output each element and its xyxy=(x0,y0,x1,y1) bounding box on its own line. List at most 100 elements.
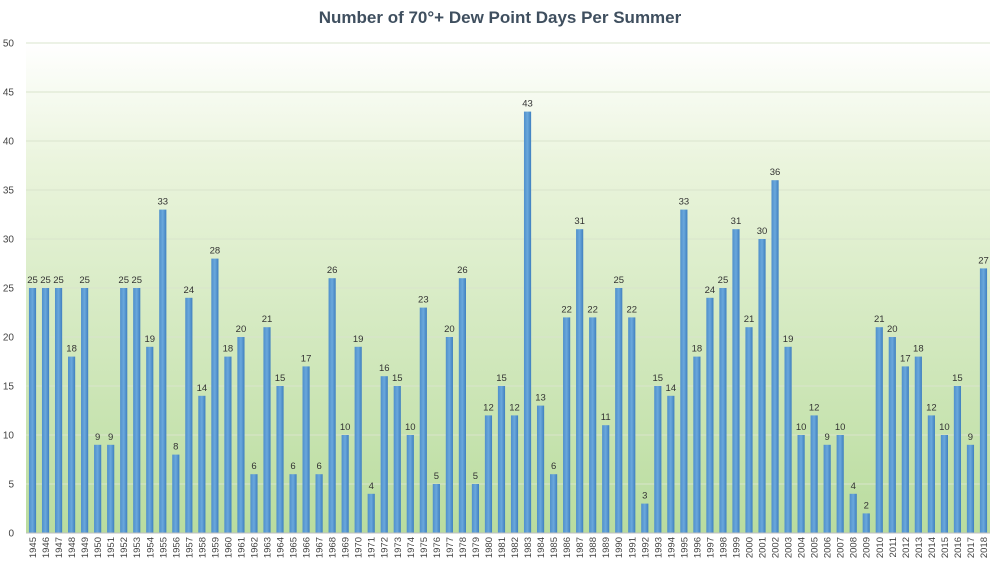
bar xyxy=(693,356,701,533)
data-label: 9 xyxy=(108,432,113,443)
x-tick-label: 1945 xyxy=(28,537,39,558)
data-label: 9 xyxy=(825,432,830,443)
bar xyxy=(484,415,493,533)
bar xyxy=(523,111,532,533)
bar xyxy=(940,435,948,533)
x-tick-label: 2005 xyxy=(810,537,821,558)
bar xyxy=(302,366,310,533)
y-tick-label: 0 xyxy=(8,529,14,540)
x-tick-label: 1946 xyxy=(41,537,52,558)
data-label: 25 xyxy=(118,275,129,286)
data-label: 30 xyxy=(757,226,768,237)
bar xyxy=(771,180,779,533)
x-tick-label: 2012 xyxy=(901,537,912,558)
bar xyxy=(237,337,245,533)
bar xyxy=(276,386,284,533)
data-label: 9 xyxy=(95,432,100,443)
data-label: 28 xyxy=(210,246,221,257)
x-tick-label: 1972 xyxy=(380,537,391,558)
x-tick-label: 2015 xyxy=(940,537,951,558)
data-label: 21 xyxy=(874,314,885,325)
x-tick-label: 1949 xyxy=(80,537,91,558)
y-tick-label: 20 xyxy=(3,333,15,344)
bar xyxy=(615,288,623,533)
bar xyxy=(589,317,597,533)
data-label: 14 xyxy=(666,383,677,394)
x-tick-label: 1988 xyxy=(588,537,599,558)
data-label: 6 xyxy=(551,461,556,472)
data-label: 24 xyxy=(705,285,716,296)
bar xyxy=(172,454,180,533)
data-label: 25 xyxy=(79,275,90,286)
x-tick-label: 1983 xyxy=(523,537,534,558)
x-tick-label: 2007 xyxy=(836,537,847,558)
x-tick-label: 1948 xyxy=(67,537,78,558)
data-label: 43 xyxy=(522,99,533,110)
data-label: 16 xyxy=(379,363,390,374)
x-tick-label: 1952 xyxy=(119,537,130,558)
x-tick-label: 1998 xyxy=(718,537,729,558)
data-label: 25 xyxy=(613,275,624,286)
data-label: 15 xyxy=(496,373,507,384)
x-tick-label: 1967 xyxy=(315,537,326,558)
data-label: 15 xyxy=(275,373,286,384)
data-label: 3 xyxy=(642,491,647,502)
x-tick-label: 1971 xyxy=(367,537,378,558)
bar xyxy=(159,209,167,533)
data-label: 22 xyxy=(587,304,598,315)
data-label: 11 xyxy=(601,412,611,423)
x-tick-label: 2004 xyxy=(797,537,808,558)
bar xyxy=(914,356,922,533)
x-tick-label: 1974 xyxy=(406,537,417,558)
bar xyxy=(810,415,818,533)
bar xyxy=(849,493,857,533)
x-tick-label: 2003 xyxy=(784,537,795,558)
x-tick-label: 1973 xyxy=(393,537,404,558)
bar xyxy=(875,327,883,533)
x-tick-label: 2006 xyxy=(823,537,834,558)
data-label: 19 xyxy=(783,334,794,345)
bar xyxy=(224,356,232,533)
x-tick-label: 2008 xyxy=(849,537,860,558)
data-label: 20 xyxy=(236,324,247,335)
y-tick-label: 10 xyxy=(3,431,15,442)
bar xyxy=(28,288,37,533)
bar xyxy=(211,258,219,533)
x-tick-label: 1994 xyxy=(666,537,677,558)
bar xyxy=(81,288,89,533)
bar xyxy=(719,288,727,533)
x-tick-label: 2017 xyxy=(966,537,977,558)
bar xyxy=(471,484,480,533)
x-tick-label: 1947 xyxy=(54,537,65,558)
bar xyxy=(54,288,63,533)
x-tick-label: 1980 xyxy=(484,537,495,558)
bar xyxy=(667,395,675,533)
bar xyxy=(862,513,870,533)
bar xyxy=(146,346,154,533)
x-tick-label: 1963 xyxy=(263,537,274,558)
data-label: 31 xyxy=(731,216,742,227)
bar xyxy=(979,268,988,533)
x-tick-label: 1977 xyxy=(445,537,456,558)
x-tick-label: 1970 xyxy=(354,537,365,558)
y-tick-label: 5 xyxy=(8,480,14,491)
bar xyxy=(198,395,206,533)
bar xyxy=(602,425,610,533)
bar xyxy=(758,239,766,533)
data-label: 24 xyxy=(184,285,195,296)
data-label: 20 xyxy=(444,324,455,335)
y-tick-label: 40 xyxy=(3,137,15,148)
data-label: 18 xyxy=(66,344,77,355)
x-tick-label: 1979 xyxy=(471,537,482,558)
bar xyxy=(680,209,688,533)
x-tick-label: 2009 xyxy=(862,537,873,558)
x-tick-label: 1997 xyxy=(705,537,716,558)
x-tick-label: 1986 xyxy=(562,537,573,558)
data-label: 17 xyxy=(301,353,312,364)
bar xyxy=(576,229,584,533)
x-tick-label: 1959 xyxy=(210,537,221,558)
data-label: 25 xyxy=(131,275,142,286)
x-tick-label: 1978 xyxy=(458,537,469,558)
bar xyxy=(927,415,935,533)
